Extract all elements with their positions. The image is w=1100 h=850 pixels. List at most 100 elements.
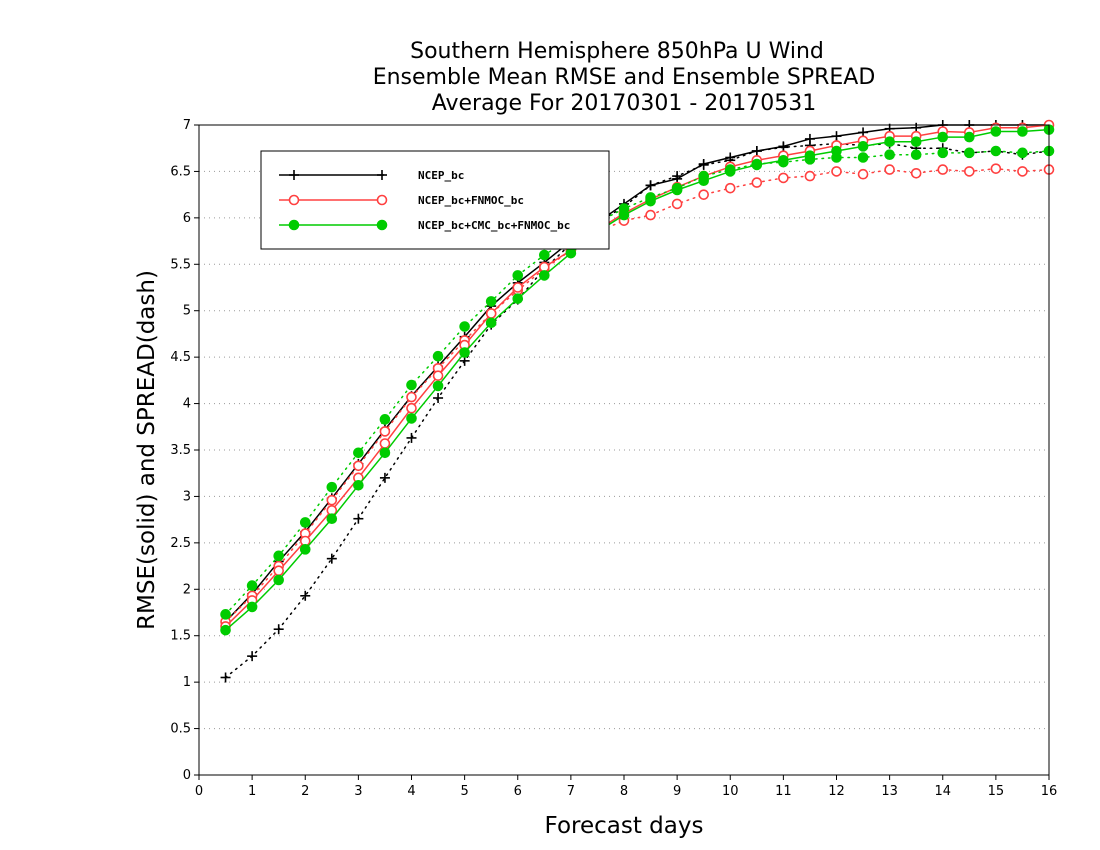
x-tick-label: 1 bbox=[248, 784, 256, 799]
spread-point-ncep-bc-fnmoc-bc bbox=[645, 209, 656, 221]
spread-point-ncep-bc-fnmoc-bc bbox=[326, 494, 338, 506]
y-tick-label: 0.5 bbox=[170, 722, 191, 737]
spread-line-ncep-bc-cmc-bc-fnmoc-bc bbox=[224, 150, 1050, 616]
y-axis: 0 0.5 1 1.5 2 2.5 3 3.5 4 4.5 5 5.5 6 6.5 7 bbox=[170, 118, 199, 783]
chart-title-line-3: Average For 20170301 - 20170531 bbox=[432, 91, 817, 116]
spread-point-ncep-bc-fnmoc-bc bbox=[937, 164, 949, 175]
x-axis: 0 1 2 3 4 5 6 7 8 9 10 11 12 13 14 15 16 bbox=[195, 775, 1057, 799]
legend-marker-ncep-bc bbox=[377, 170, 387, 180]
rmse-point-ncep-bc-cmc-bc-fnmoc-bc bbox=[698, 175, 709, 187]
y-tick-label: 2.5 bbox=[170, 536, 191, 551]
rmse-point-ncep-bc-cmc-bc-fnmoc-bc bbox=[804, 150, 816, 161]
spread-point-ncep-bc-cmc-bc-fnmoc-bc bbox=[246, 580, 258, 591]
spread-point-ncep-bc bbox=[326, 553, 337, 564]
rmse-point-ncep-bc-cmc-bc-fnmoc-bc bbox=[432, 380, 444, 392]
x-tick-label: 7 bbox=[567, 784, 575, 799]
spread-point-ncep-bc bbox=[273, 624, 284, 635]
rmse-point-ncep-bc-cmc-bc-fnmoc-bc bbox=[379, 447, 391, 459]
spread-point-ncep-bc bbox=[300, 590, 311, 601]
rmse-point-ncep-bc-fnmoc-bc bbox=[485, 308, 497, 319]
x-tick-label: 2 bbox=[301, 784, 309, 799]
rmse-point-ncep-bc bbox=[698, 159, 709, 169]
y-tick-label: 5.5 bbox=[170, 257, 191, 272]
spread-point-ncep-bc-cmc-bc-fnmoc-bc bbox=[539, 249, 550, 261]
rmse-point-ncep-bc-cmc-bc-fnmoc-bc bbox=[512, 293, 524, 304]
legend-marker-ncep-bc-fnmoc-bc bbox=[376, 194, 388, 206]
y-tick-label: 6.5 bbox=[170, 164, 191, 179]
spread-point-ncep-bc-fnmoc-bc bbox=[964, 166, 975, 177]
rmse-point-ncep-bc-cmc-bc-fnmoc-bc bbox=[831, 145, 842, 157]
spread-point-ncep-bc-cmc-bc-fnmoc-bc bbox=[353, 447, 364, 459]
rmse-point-ncep-bc-cmc-bc-fnmoc-bc bbox=[751, 159, 763, 171]
spread-point-ncep-bc bbox=[379, 472, 390, 483]
spread-point-ncep-bc-fnmoc-bc bbox=[804, 170, 816, 182]
rmse-point-ncep-bc-cmc-bc-fnmoc-bc bbox=[910, 136, 922, 148]
spread-point-ncep-bc-fnmoc-bc bbox=[751, 177, 763, 188]
rmse-point-ncep-bc-fnmoc-bc bbox=[406, 402, 417, 414]
legend: NCEP_bc NCEP_bc+FNMOC_bc NCEP_bc+CMC_bc+FN… bbox=[260, 150, 610, 250]
spread-point-ncep-bc-fnmoc-bc bbox=[884, 164, 895, 175]
chart-title-line-1: Southern Hemisphere 850hPa U Wind bbox=[410, 39, 824, 64]
spread-point-ncep-bc-cmc-bc-fnmoc-bc bbox=[485, 296, 497, 307]
x-tick-label: 5 bbox=[460, 784, 468, 799]
rmse-point-ncep-bc-cmc-bc-fnmoc-bc bbox=[459, 347, 470, 358]
legend-label-ncep-bc: NCEP_bc bbox=[418, 169, 464, 182]
spread-point-ncep-bc bbox=[247, 651, 258, 662]
spread-point-ncep-bc bbox=[353, 513, 364, 524]
y-tick-label: 1.5 bbox=[170, 629, 191, 644]
spread-point-ncep-bc-fnmoc-bc bbox=[379, 426, 391, 437]
x-tick-label: 6 bbox=[514, 784, 522, 799]
spread-point-ncep-bc-fnmoc-bc bbox=[353, 460, 364, 472]
spread-point-ncep-bc-cmc-bc-fnmoc-bc bbox=[379, 414, 391, 425]
rmse-point-ncep-bc-cmc-bc-fnmoc-bc bbox=[220, 624, 231, 636]
y-tick-label: 3.5 bbox=[170, 443, 191, 458]
rmse-point-ncep-bc bbox=[778, 141, 789, 152]
rmse-point-ncep-bc-cmc-bc-fnmoc-bc bbox=[326, 513, 338, 525]
spread-point-ncep-bc-cmc-bc-fnmoc-bc bbox=[990, 145, 1002, 157]
spread-point-ncep-bc-cmc-bc-fnmoc-bc bbox=[937, 147, 949, 159]
legend-label-ncep-bc-cmc-bc-fnmoc-bc: NCEP_bc+CMC_bc+FNMOC_bc bbox=[418, 219, 570, 232]
spread-point-ncep-bc-fnmoc-bc bbox=[724, 182, 736, 194]
rmse-point-ncep-bc-cmc-bc-fnmoc-bc bbox=[884, 136, 895, 148]
rmse-point-ncep-bc-cmc-bc-fnmoc-bc bbox=[406, 413, 417, 424]
rmse-point-ncep-bc-fnmoc-bc bbox=[432, 370, 444, 382]
y-tick-label: 4 bbox=[183, 397, 191, 412]
spread-point-ncep-bc-fnmoc-bc bbox=[831, 166, 842, 177]
rmse-point-ncep-bc-cmc-bc-fnmoc-bc bbox=[246, 601, 258, 613]
chart-title-line-2: Ensemble Mean RMSE and Ensemble SPREAD bbox=[373, 65, 876, 90]
spread-point-ncep-bc-cmc-bc-fnmoc-bc bbox=[1017, 147, 1028, 159]
spread-point-ncep-bc-cmc-bc-fnmoc-bc bbox=[964, 147, 975, 159]
spread-point-ncep-bc-cmc-bc-fnmoc-bc bbox=[459, 321, 470, 332]
rmse-point-ncep-bc-cmc-bc-fnmoc-bc bbox=[778, 154, 789, 166]
x-tick-label: 4 bbox=[407, 784, 415, 799]
spread-point-ncep-bc-cmc-bc-fnmoc-bc bbox=[299, 517, 311, 528]
legend-label-ncep-bc-fnmoc-bc: NCEP_bc+FNMOC_bc bbox=[418, 194, 524, 207]
spread-point-ncep-bc-cmc-bc-fnmoc-bc bbox=[910, 149, 922, 161]
spread-point-ncep-bc-cmc-bc-fnmoc-bc bbox=[884, 149, 895, 161]
x-tick-label: 10 bbox=[722, 784, 739, 799]
spread-point-ncep-bc-fnmoc-bc bbox=[671, 198, 683, 210]
x-tick-label: 3 bbox=[354, 784, 362, 799]
spread-point-ncep-bc-cmc-bc-fnmoc-bc bbox=[273, 550, 284, 562]
rmse-point-ncep-bc-cmc-bc-fnmoc-bc bbox=[724, 166, 736, 177]
gridlines bbox=[199, 170, 1049, 730]
rmse-point-ncep-bc bbox=[751, 146, 762, 156]
rmse-point-ncep-bc bbox=[645, 180, 656, 191]
x-tick-label: 11 bbox=[775, 784, 792, 799]
spread-point-ncep-bc-cmc-bc-fnmoc-bc bbox=[406, 379, 417, 391]
rmse-point-ncep-bc-fnmoc-bc bbox=[512, 282, 524, 293]
spread-point-ncep-bc-fnmoc-bc bbox=[1017, 166, 1028, 177]
y-tick-label: 6 bbox=[183, 211, 191, 226]
rmse-point-ncep-bc-cmc-bc-fnmoc-bc bbox=[539, 270, 550, 281]
rmse-point-ncep-bc-cmc-bc-fnmoc-bc bbox=[937, 131, 949, 143]
spread-point-ncep-bc-cmc-bc-fnmoc-bc bbox=[326, 481, 338, 493]
y-tick-label: 1 bbox=[183, 675, 191, 690]
rmse-point-ncep-bc-cmc-bc-fnmoc-bc bbox=[485, 317, 497, 329]
x-tick-label: 14 bbox=[934, 784, 951, 799]
x-tick-label: 9 bbox=[673, 784, 681, 799]
x-tick-label: 12 bbox=[828, 784, 845, 799]
rmse-point-ncep-bc-cmc-bc-fnmoc-bc bbox=[618, 209, 630, 221]
rmse-point-ncep-bc-cmc-bc-fnmoc-bc bbox=[1017, 126, 1028, 137]
x-tick-label: 13 bbox=[881, 784, 898, 799]
spread-point-ncep-bc bbox=[433, 393, 444, 403]
